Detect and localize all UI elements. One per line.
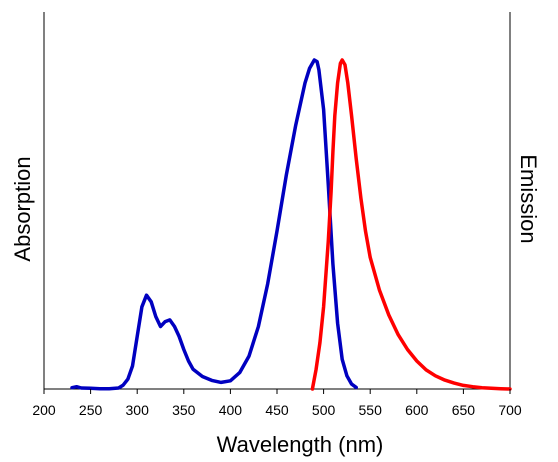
- series-line-1: [70, 58, 358, 391]
- x-tick-label: 400: [219, 402, 243, 418]
- x-tick-label: 600: [405, 402, 429, 418]
- x-tick-label: 500: [312, 402, 336, 418]
- x-tick-label: 550: [359, 402, 383, 418]
- series-layer: [70, 58, 512, 391]
- plot-axes: [43, 12, 511, 390]
- x-ticks: 200 250 300 350 400 450 500 550 600 650 700: [32, 389, 522, 418]
- x-tick-label: 450: [265, 402, 289, 418]
- x-tick-label: 200: [32, 402, 56, 418]
- x-tick-label: 300: [126, 402, 150, 418]
- x-tick-label: 250: [79, 402, 103, 418]
- x-axis-label: Wavelength (nm): [217, 432, 384, 457]
- y-axis-label-left: Absorption: [10, 156, 35, 261]
- x-tick-label: 650: [452, 402, 476, 418]
- series-line-2: [310, 58, 512, 391]
- y-axis-label-right: Emission: [516, 154, 541, 243]
- x-tick-label: 700: [498, 402, 522, 418]
- x-tick-label: 350: [172, 402, 196, 418]
